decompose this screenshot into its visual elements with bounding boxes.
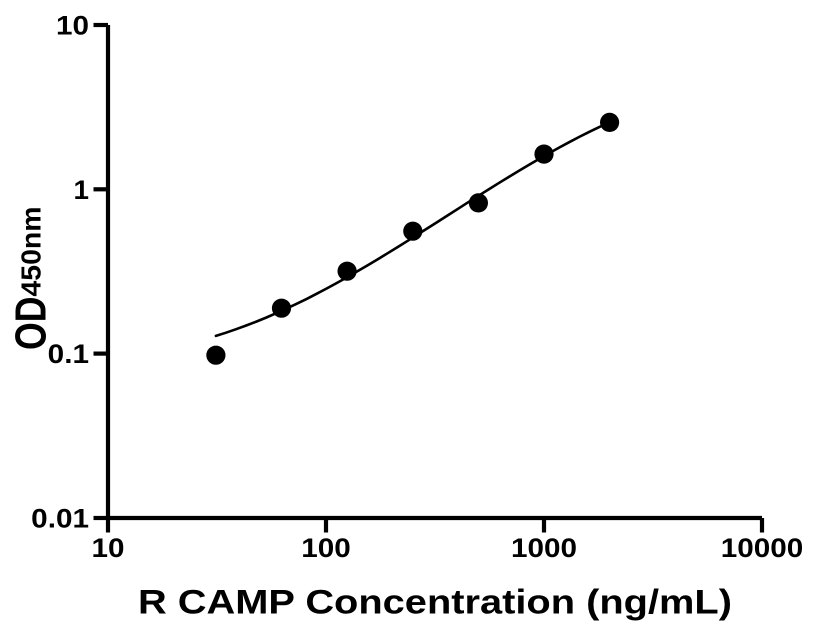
- svg-text:0.1: 0.1: [48, 339, 89, 369]
- svg-text:10000: 10000: [721, 533, 804, 563]
- svg-text:10: 10: [56, 11, 89, 41]
- svg-text:R CAMP Concentration (ng/mL): R CAMP Concentration (ng/mL): [138, 584, 732, 622]
- svg-text:OD: OD: [7, 297, 56, 351]
- svg-text:0.01: 0.01: [31, 504, 89, 534]
- svg-text:1: 1: [74, 175, 90, 205]
- svg-text:450nm: 450nm: [16, 207, 47, 297]
- svg-text:100: 100: [301, 533, 351, 563]
- svg-text:10: 10: [92, 533, 125, 563]
- svg-text:1000: 1000: [511, 533, 577, 563]
